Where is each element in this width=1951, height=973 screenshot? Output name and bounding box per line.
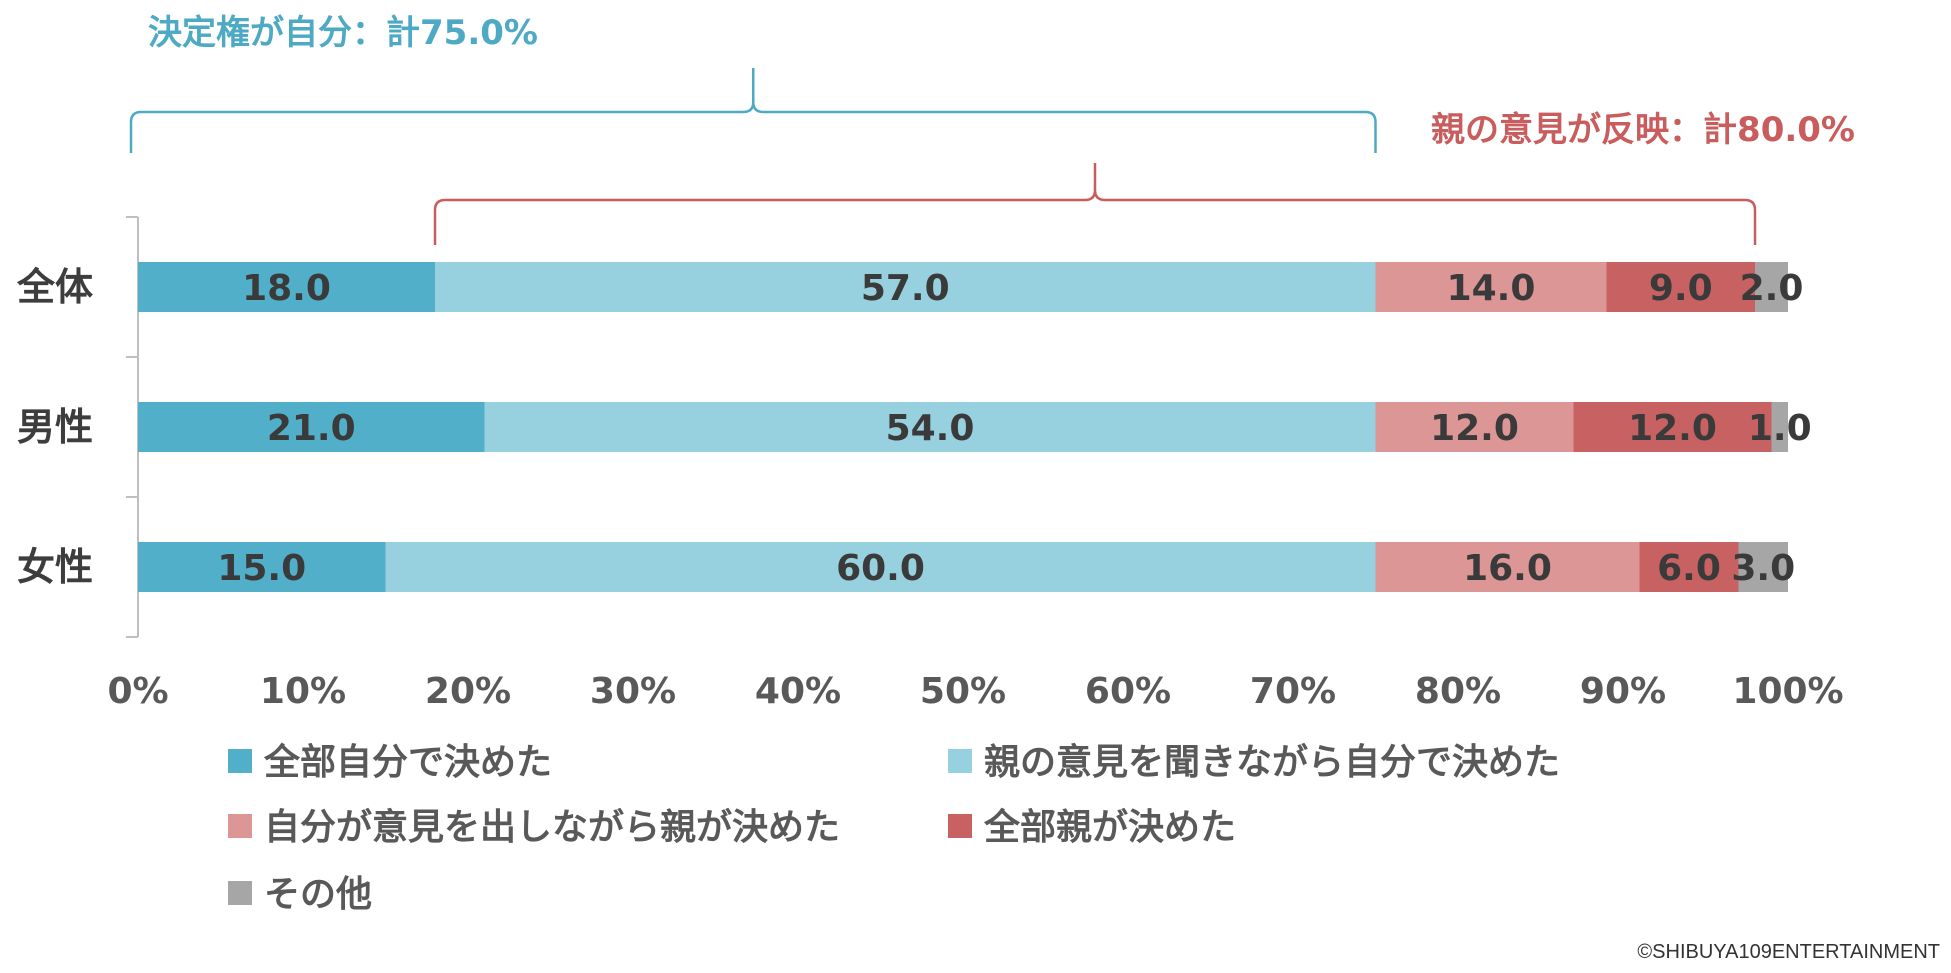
legend-swatch	[228, 814, 252, 838]
x-tick-label: 90%	[1580, 671, 1666, 712]
bar-segment	[1375, 402, 1574, 452]
bar-segment	[138, 262, 435, 312]
x-tick-label: 30%	[590, 671, 676, 712]
x-tick-labels: 0% 10% 20% 30% 40% 50% 60% 70% 80% 90% 100%	[107, 671, 1843, 712]
annotation-group: 決定権が自分：計75.0% 親の意見が反映：計80.0%	[129, 13, 1855, 245]
data-label: 60.0	[836, 548, 925, 589]
data-label: 6.0	[1657, 548, 1721, 589]
legend-label: 親の意見を聞きながら自分で決めた	[984, 742, 1560, 783]
bar-segment	[435, 262, 1376, 312]
x-tick-label: 70%	[1250, 671, 1336, 712]
category-axis	[126, 216, 139, 638]
data-label: 18.0	[242, 268, 331, 309]
data-label: 57.0	[861, 268, 950, 309]
data-label: 12.0	[1430, 408, 1519, 449]
x-tick-label: 100%	[1732, 671, 1843, 712]
legend-label: 全部自分で決めた	[263, 741, 552, 783]
legend-label: 全部親が決めた	[983, 806, 1236, 848]
bar-segment	[1375, 262, 1607, 312]
bar-segment	[138, 402, 485, 452]
bar-segment	[1755, 262, 1788, 312]
data-label: 15.0	[217, 548, 306, 589]
data-label: 54.0	[886, 408, 975, 449]
data-label: 3.0	[1731, 548, 1795, 589]
data-label: 2.0	[1740, 268, 1804, 309]
annotation-bracket	[433, 163, 1757, 245]
bar-segment	[484, 402, 1376, 452]
x-tick-label: 80%	[1415, 671, 1501, 712]
legend-swatch	[948, 814, 972, 838]
x-tick-label: 50%	[920, 671, 1006, 712]
annotation-label: 決定権が自分：計75.0%	[148, 13, 538, 53]
category-label: 男性	[17, 405, 93, 449]
bar-segment	[385, 542, 1376, 592]
legend-label: その他	[264, 874, 372, 915]
bar-segment	[1375, 542, 1640, 592]
legend-swatch	[228, 881, 252, 905]
data-label: 16.0	[1463, 548, 1552, 589]
x-tick-label: 10%	[260, 671, 346, 712]
data-label: 12.0	[1628, 408, 1717, 449]
x-tick-label: 60%	[1085, 671, 1171, 712]
category-label: 全体	[16, 265, 93, 309]
data-label: 14.0	[1447, 268, 1536, 309]
bar-segment	[1738, 542, 1788, 592]
bars-group: 18.0 57.0 14.0 9.0 2.0 21.0 54.0 12.0 12.0 1.0 15.…	[138, 262, 1812, 592]
annotation-label: 親の意見が反映：計80.0%	[1431, 110, 1855, 150]
bar-segment	[1573, 402, 1772, 452]
legend-swatch	[948, 749, 972, 773]
legend: 全部自分で決めた 親の意見を聞きながら自分で決めた自分が意見を出しながら親が決めた…	[228, 741, 1560, 915]
x-tick-label: 0%	[107, 671, 168, 712]
legend-label: 自分が意見を出しながら親が決めた	[264, 807, 840, 848]
bar-segment	[138, 542, 386, 592]
bar-segment	[1606, 262, 1755, 312]
bar-segment	[1771, 402, 1788, 452]
legend-swatch	[228, 749, 252, 773]
x-tick-label: 40%	[755, 671, 841, 712]
annotation-bracket	[129, 68, 1377, 153]
category-label: 女性	[17, 545, 93, 589]
data-label: 21.0	[267, 408, 356, 449]
data-label: 1.0	[1748, 408, 1812, 449]
x-tick-label: 20%	[425, 671, 511, 712]
bar-segment	[1639, 542, 1739, 592]
data-label: 9.0	[1649, 268, 1713, 309]
copyright-text: ©SHIBUYA109ENTERTAINMENT	[1637, 941, 1940, 963]
